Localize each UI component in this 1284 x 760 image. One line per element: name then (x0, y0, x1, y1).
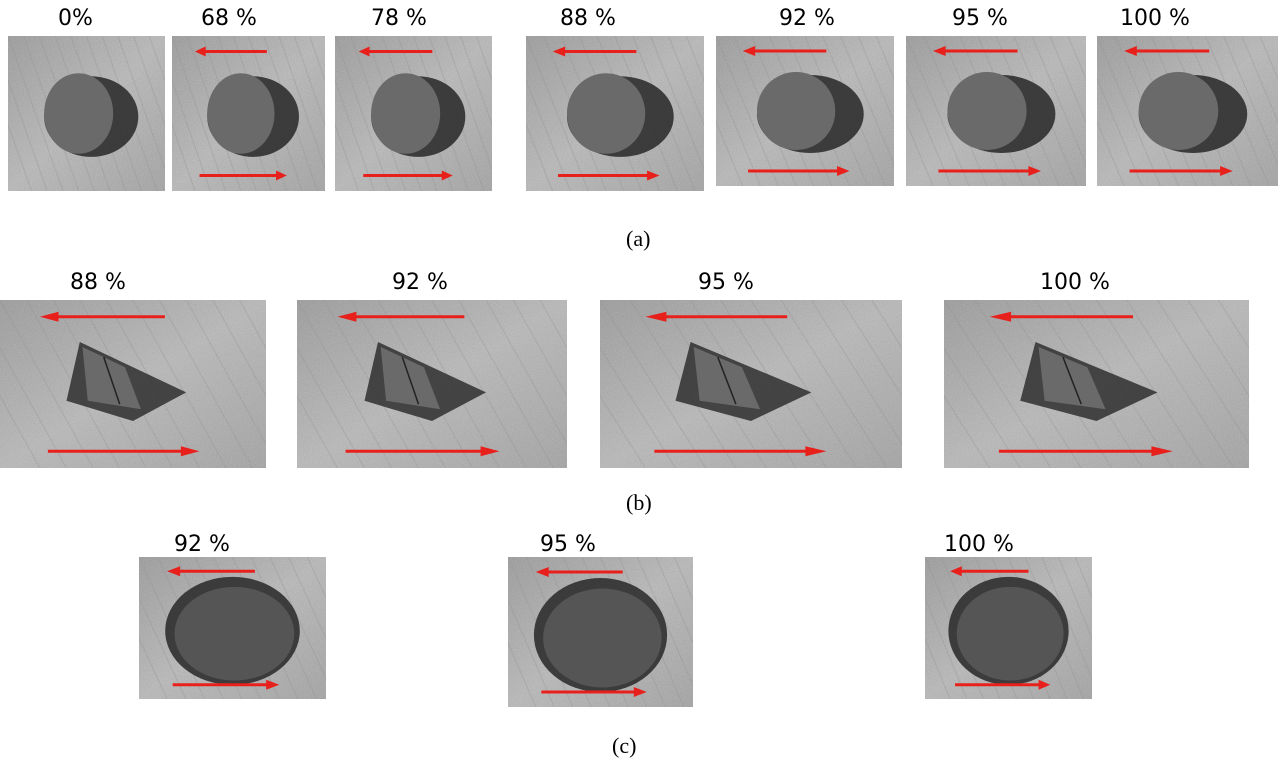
panel-a5-label: 92 % (779, 6, 835, 31)
sem-image-b3 (600, 300, 902, 468)
panel-b4-label: 100 % (1040, 270, 1110, 295)
panel-a4-label: 88 % (560, 6, 616, 31)
panel-b1-label: 88 % (70, 270, 126, 295)
panel-a3-label: 78 % (371, 6, 427, 31)
panel-a7-label: 100 % (1120, 6, 1190, 31)
panel-b2-label: 92 % (392, 270, 448, 295)
sem-image-a3 (335, 36, 492, 191)
sem-image-a6 (906, 36, 1086, 186)
sem-image-a1 (8, 36, 165, 191)
sem-image-b1 (0, 300, 266, 468)
caption-a: (a) (626, 226, 651, 251)
panel-c1-label: 92 % (174, 532, 230, 557)
sem-image-c3 (925, 557, 1092, 699)
panel-b3-label: 95 % (698, 270, 754, 295)
sem-image-c2 (508, 557, 693, 707)
panel-c2-label: 95 % (540, 532, 596, 557)
sem-image-b4 (944, 300, 1249, 468)
sem-image-a2 (172, 36, 325, 191)
sem-image-b2 (297, 300, 567, 468)
panel-a1-label: 0% (58, 6, 93, 31)
sem-image-a4 (526, 36, 704, 191)
caption-b: (b) (626, 490, 652, 515)
panel-a2-label: 68 % (201, 6, 257, 31)
sem-image-a5 (716, 36, 894, 186)
panel-c3-label: 100 % (944, 532, 1014, 557)
caption-c: (c) (612, 733, 637, 758)
sem-image-c1 (139, 557, 326, 699)
panel-a6-label: 95 % (952, 6, 1008, 31)
sem-image-a7 (1097, 36, 1278, 186)
